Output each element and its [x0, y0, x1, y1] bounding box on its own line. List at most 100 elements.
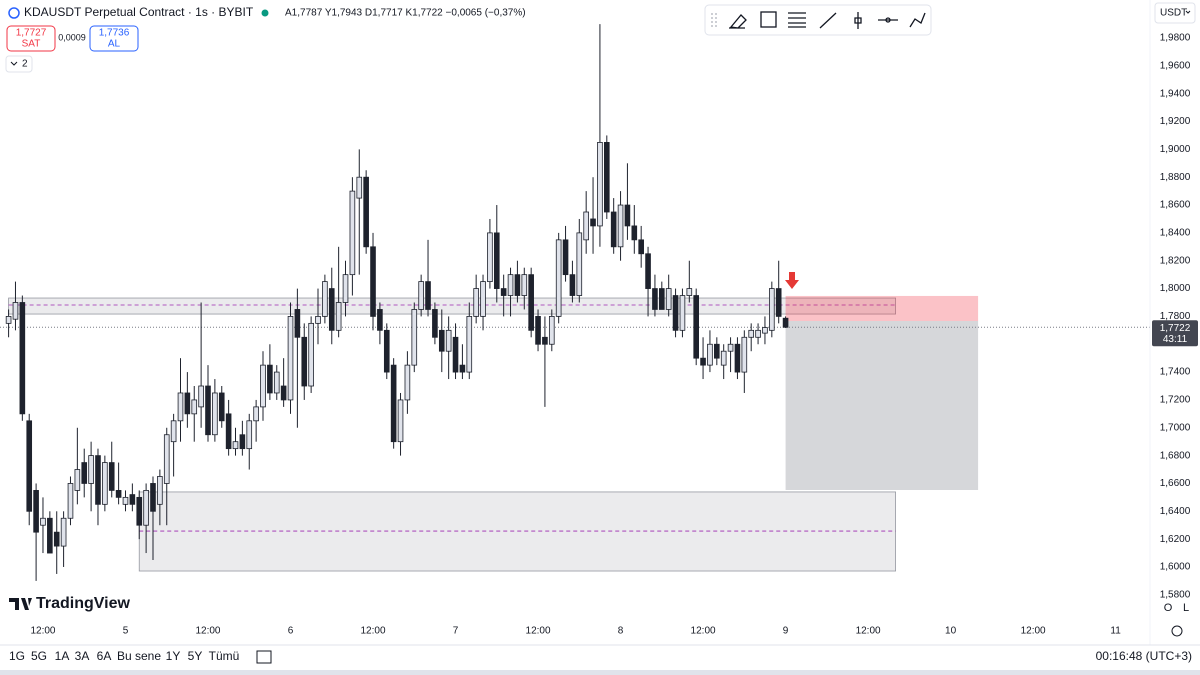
- range-button[interactable]: 3A: [75, 649, 90, 663]
- candle-body: [19, 302, 26, 415]
- clock: 00:16:48 (UTC+3): [1096, 649, 1192, 663]
- candle-body: [390, 364, 397, 443]
- y-tick-label: 1,7400: [1160, 367, 1191, 378]
- horizontal-line-tool[interactable]: [878, 17, 898, 23]
- candle-body: [411, 309, 418, 366]
- x-tick-label: 11: [1110, 626, 1121, 637]
- candle-body: [659, 288, 665, 310]
- countdown: 43:11: [1163, 334, 1188, 345]
- candle-body: [617, 204, 624, 248]
- candle-body: [445, 329, 452, 352]
- candle-body: [425, 281, 431, 310]
- symbol-title[interactable]: KDAUSDT Perpetual Contract · 1s · BYBIT: [24, 5, 254, 19]
- candle-body: [679, 295, 686, 331]
- candle-body: [597, 142, 603, 227]
- candle-body: [363, 176, 369, 248]
- candle-body: [576, 232, 583, 296]
- y-tick-label: 1,5800: [1160, 589, 1191, 600]
- x-tick-label: 8: [618, 626, 624, 637]
- y-tick-label: 1,6400: [1160, 506, 1191, 517]
- x-tick-label: 9: [783, 626, 789, 637]
- settings-icon[interactable]: [1171, 625, 1183, 637]
- candle-body: [762, 327, 768, 334]
- y-tick-label: 1,8200: [1160, 255, 1191, 266]
- range-button[interactable]: 1A: [55, 649, 70, 663]
- range-button[interactable]: 5Y: [188, 649, 203, 663]
- candle-body: [555, 239, 562, 317]
- calendar-icon[interactable]: [256, 650, 272, 664]
- y-tick-label: 1,9400: [1160, 88, 1191, 99]
- scale-button[interactable]: O: [1164, 602, 1173, 614]
- candle-body: [480, 281, 486, 317]
- candle-body: [267, 364, 273, 394]
- logo-text: TradingView: [36, 595, 131, 612]
- brush-tool[interactable]: [729, 14, 747, 29]
- candle-body: [603, 142, 610, 213]
- candle-body: [328, 288, 335, 331]
- candle-body: [769, 288, 775, 331]
- currency-label: USDT: [1160, 8, 1187, 19]
- trendline-tool[interactable]: [819, 12, 837, 29]
- position-risk: [785, 295, 979, 322]
- candle-body: [335, 302, 342, 331]
- candle-body: [95, 455, 101, 505]
- candle-body: [287, 316, 294, 401]
- candle-body: [218, 392, 225, 422]
- range-button[interactable]: 5G: [31, 649, 47, 663]
- x-tick-label: 12:00: [856, 626, 881, 637]
- candle-tool[interactable]: [854, 12, 862, 29]
- candle-body: [12, 302, 19, 320]
- candle-body: [514, 274, 521, 296]
- x-tick-label: 7: [453, 626, 459, 637]
- path-tool[interactable]: [909, 12, 926, 28]
- candle-body: [122, 496, 129, 505]
- candle-body: [60, 517, 67, 547]
- candle-body: [129, 494, 136, 505]
- candle-body: [102, 462, 108, 505]
- candle-body: [115, 490, 122, 498]
- scale-button[interactable]: L: [1183, 602, 1189, 614]
- candle-body: [404, 364, 411, 401]
- compare-icon: [256, 650, 272, 664]
- market-status: [261, 9, 269, 17]
- buy-button[interactable]: [89, 25, 139, 52]
- candle-body: [67, 483, 74, 519]
- range-button[interactable]: Bu sene: [117, 649, 161, 663]
- range-button[interactable]: Tümü: [209, 649, 240, 663]
- sell-button[interactable]: [6, 25, 56, 52]
- candle-body: [157, 476, 163, 505]
- candle-body: [205, 385, 211, 436]
- candle-body: [322, 281, 328, 317]
- candle-body: [239, 434, 246, 450]
- candle-body: [535, 316, 541, 345]
- indicators-toggle[interactable]: [5, 55, 33, 73]
- symbol-icon: [8, 7, 20, 19]
- range-button[interactable]: 1G: [9, 649, 25, 663]
- rectangle-tool[interactable]: [760, 11, 777, 28]
- chevron-icon: [1185, 10, 1191, 14]
- range-button[interactable]: 1Y: [166, 649, 181, 663]
- range-button[interactable]: 6A: [97, 649, 112, 663]
- candle-body: [88, 455, 94, 484]
- candle-body: [528, 274, 534, 331]
- y-tick-label: 1,7200: [1160, 395, 1191, 406]
- fib-tool[interactable]: [788, 12, 806, 28]
- candle-body: [163, 434, 170, 484]
- candle-body: [700, 357, 706, 366]
- candle-body: [473, 288, 479, 317]
- range-buttons: 1G 5G 1A 3A 6A Bu sene 1Y 5Y Tümü: [9, 649, 239, 663]
- currency-button[interactable]: [1154, 2, 1196, 24]
- candle-body: [542, 336, 548, 345]
- y-tick-label: 1,6800: [1160, 450, 1191, 461]
- sell-label: SAT: [22, 39, 41, 50]
- x-tick-label: 5: [123, 626, 129, 637]
- plot-area: [0, 24, 1150, 581]
- candle-body: [432, 309, 438, 338]
- y-tick-label: 1,8400: [1160, 228, 1191, 239]
- candle-body: [693, 295, 699, 359]
- candle-body: [81, 462, 88, 484]
- y-tick-label: 1,8800: [1160, 172, 1191, 183]
- last-price-box: [1152, 320, 1198, 347]
- y-tick-label: 1,9000: [1160, 144, 1191, 155]
